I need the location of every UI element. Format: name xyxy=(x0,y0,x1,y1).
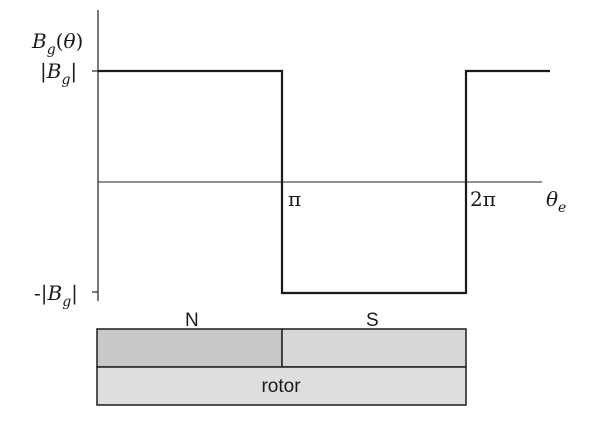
x-tick-label-2pi: 2π xyxy=(470,187,496,211)
y-axis-label-g: g xyxy=(47,42,56,58)
pole-s-label: S xyxy=(366,310,379,331)
flux-density-waveform xyxy=(98,69,550,295)
y-axis-label-theta: ( xyxy=(56,29,64,53)
pole-n xyxy=(96,328,283,368)
y-axis-label-B: B xyxy=(31,29,47,53)
x-tick-label-pi: π xyxy=(288,187,301,211)
y-axis-label-close: ) xyxy=(76,29,84,53)
rotor-body xyxy=(96,366,467,406)
y-tick-label-bottom: -|Bg| xyxy=(34,281,78,310)
rotor-label: rotor xyxy=(261,376,301,397)
y-axis-label: Bg(θ) xyxy=(31,29,83,58)
y-tick-label-top: |Bg| xyxy=(40,59,77,88)
x-axis-label: θe xyxy=(546,187,566,216)
pole-s xyxy=(281,328,467,368)
pole-n-label: N xyxy=(185,310,199,331)
y-axis-label-theta-sym: θ xyxy=(63,29,75,53)
